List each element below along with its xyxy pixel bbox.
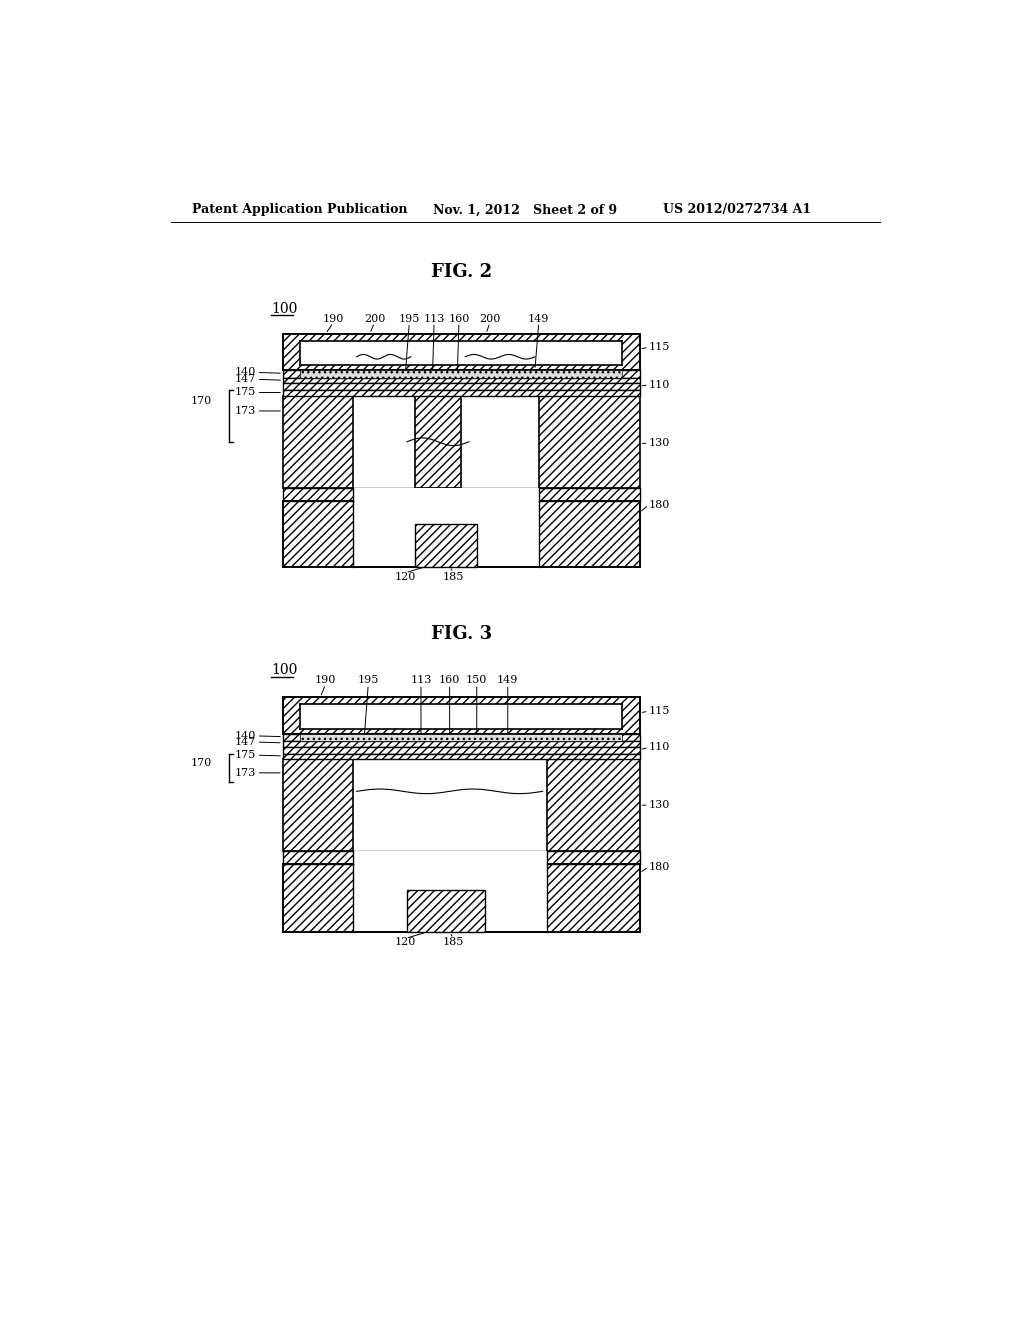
Text: 170: 170 xyxy=(190,758,212,768)
Text: 100: 100 xyxy=(271,664,298,677)
Text: 173: 173 xyxy=(234,768,256,777)
Text: 120: 120 xyxy=(395,937,416,948)
Bar xyxy=(352,863,547,932)
Bar xyxy=(352,488,539,502)
Text: 113: 113 xyxy=(411,676,432,685)
Text: 147: 147 xyxy=(234,375,256,384)
Bar xyxy=(384,372,397,376)
Bar xyxy=(305,735,318,739)
Bar xyxy=(283,396,352,488)
Bar xyxy=(283,391,640,396)
Bar xyxy=(550,735,564,739)
Bar xyxy=(300,705,623,729)
Text: 170: 170 xyxy=(190,396,212,407)
Bar xyxy=(283,502,640,566)
Text: 147: 147 xyxy=(234,737,256,747)
Text: 200: 200 xyxy=(479,314,501,323)
Bar xyxy=(300,341,623,364)
Bar xyxy=(415,396,461,488)
Text: 110: 110 xyxy=(649,742,670,752)
Bar xyxy=(376,735,390,739)
Text: 160: 160 xyxy=(439,676,461,685)
Text: US 2012/0272734 A1: US 2012/0272734 A1 xyxy=(663,203,811,216)
Bar xyxy=(454,735,467,739)
Text: 113: 113 xyxy=(424,314,444,323)
Bar xyxy=(283,759,352,851)
Bar xyxy=(300,370,623,378)
Bar xyxy=(419,372,432,376)
Text: 110: 110 xyxy=(649,380,670,389)
Bar xyxy=(300,734,623,742)
Text: 190: 190 xyxy=(315,676,336,685)
Text: 185: 185 xyxy=(442,937,464,948)
Bar xyxy=(352,851,547,863)
Bar xyxy=(305,372,318,376)
Bar xyxy=(454,372,467,376)
Text: 180: 180 xyxy=(649,862,670,871)
Text: 185: 185 xyxy=(442,572,464,582)
Text: 140: 140 xyxy=(234,731,256,741)
Text: 115: 115 xyxy=(649,706,670,717)
Bar xyxy=(515,735,529,739)
Text: Patent Application Publication: Patent Application Publication xyxy=(191,203,408,216)
Bar xyxy=(283,747,640,754)
Text: 130: 130 xyxy=(649,438,670,449)
Bar xyxy=(539,396,640,488)
Text: 115: 115 xyxy=(649,342,670,352)
Bar xyxy=(283,754,640,759)
Bar xyxy=(415,524,477,566)
Text: 120: 120 xyxy=(395,572,416,582)
Bar xyxy=(283,851,640,863)
Text: FIG. 3: FIG. 3 xyxy=(431,626,492,643)
Text: 190: 190 xyxy=(323,314,344,323)
Text: 180: 180 xyxy=(649,500,670,510)
Bar xyxy=(283,334,640,370)
Text: 175: 175 xyxy=(234,388,256,397)
Bar xyxy=(283,697,640,734)
Bar xyxy=(283,734,640,742)
Bar xyxy=(283,742,640,747)
Text: 149: 149 xyxy=(528,314,550,323)
Text: 150: 150 xyxy=(466,676,487,685)
Text: 175: 175 xyxy=(234,750,256,760)
Text: FIG. 2: FIG. 2 xyxy=(431,264,492,281)
Bar xyxy=(283,488,640,502)
Bar xyxy=(283,863,640,932)
Text: 173: 173 xyxy=(234,407,256,416)
Bar xyxy=(407,890,484,932)
Bar xyxy=(283,370,640,378)
Text: Nov. 1, 2012   Sheet 2 of 9: Nov. 1, 2012 Sheet 2 of 9 xyxy=(432,203,616,216)
Text: 100: 100 xyxy=(271,302,298,317)
Bar xyxy=(539,372,553,376)
Bar xyxy=(547,759,640,851)
Text: 130: 130 xyxy=(649,800,670,810)
Text: 140: 140 xyxy=(234,367,256,378)
Text: 160: 160 xyxy=(449,314,470,323)
Bar xyxy=(283,378,640,383)
Bar xyxy=(415,735,429,739)
Text: 195: 195 xyxy=(357,676,379,685)
Bar xyxy=(352,502,539,566)
Text: 149: 149 xyxy=(497,676,518,685)
Bar xyxy=(283,383,640,391)
Text: 195: 195 xyxy=(398,314,420,323)
Text: 200: 200 xyxy=(364,314,385,323)
